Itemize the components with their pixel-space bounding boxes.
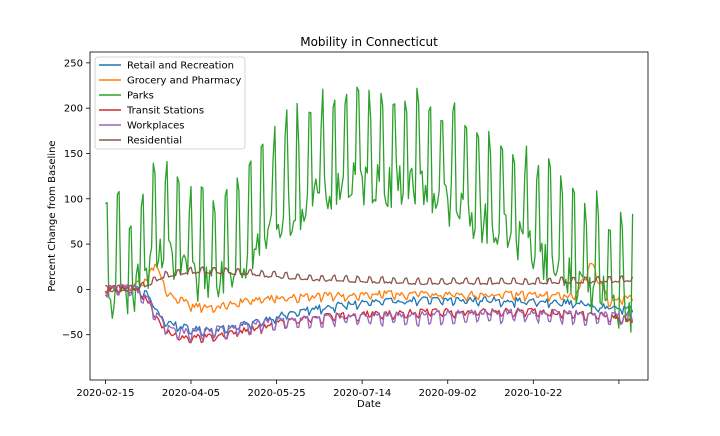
legend-box: [94, 56, 246, 150]
legend-label: Retail and Recreation: [127, 61, 234, 72]
legend-label: Workplaces: [127, 121, 184, 132]
legend-label: Transit Stations: [126, 106, 204, 117]
x-tick-label: 2020-07-14: [333, 388, 391, 399]
y-axis-label: Percent Change from Baseline: [47, 140, 58, 291]
plot-frame: [89, 51, 649, 381]
series-line-residential: [105, 266, 634, 293]
x-axis-label: Date: [357, 399, 381, 410]
series-layer: [104, 86, 634, 344]
y-tick-label: 150: [64, 149, 83, 160]
y-axis: −50 0 50 100 150 200 250: [62, 58, 90, 341]
y-tick-label: 250: [64, 58, 83, 69]
x-tick-label: 2020-04-05: [162, 388, 220, 399]
y-tick-label: 50: [70, 240, 83, 251]
x-tick-label: 2020-05-25: [248, 388, 306, 399]
y-tick-label: −50: [62, 330, 83, 341]
y-tick-label: 200: [64, 104, 83, 115]
series-line-retail-and-recreation: [104, 284, 634, 338]
legend-label: Residential: [127, 136, 182, 147]
y-tick-label: 100: [64, 194, 83, 205]
series-line-grocery-and-pharmacy: [104, 262, 634, 314]
x-tick-label: 2020-10-22: [504, 388, 562, 399]
legend-label: Parks: [127, 91, 154, 102]
x-tick-label: 2020-02-15: [76, 388, 134, 399]
series-line-workplaces: [104, 283, 634, 343]
series-line-parks: [105, 86, 634, 333]
chart-title: Mobility in Connecticut: [300, 35, 438, 49]
x-axis: 2020-02-15 2020-04-05 2020-05-25 2020-07-14…: [76, 380, 620, 399]
legend: Retail and Recreation Grocery and Pharmac…: [94, 56, 246, 150]
x-tick-label: 2020-09-02: [419, 388, 477, 399]
legend-label: Grocery and Pharmacy: [127, 76, 241, 87]
y-tick-label: 0: [77, 285, 83, 296]
